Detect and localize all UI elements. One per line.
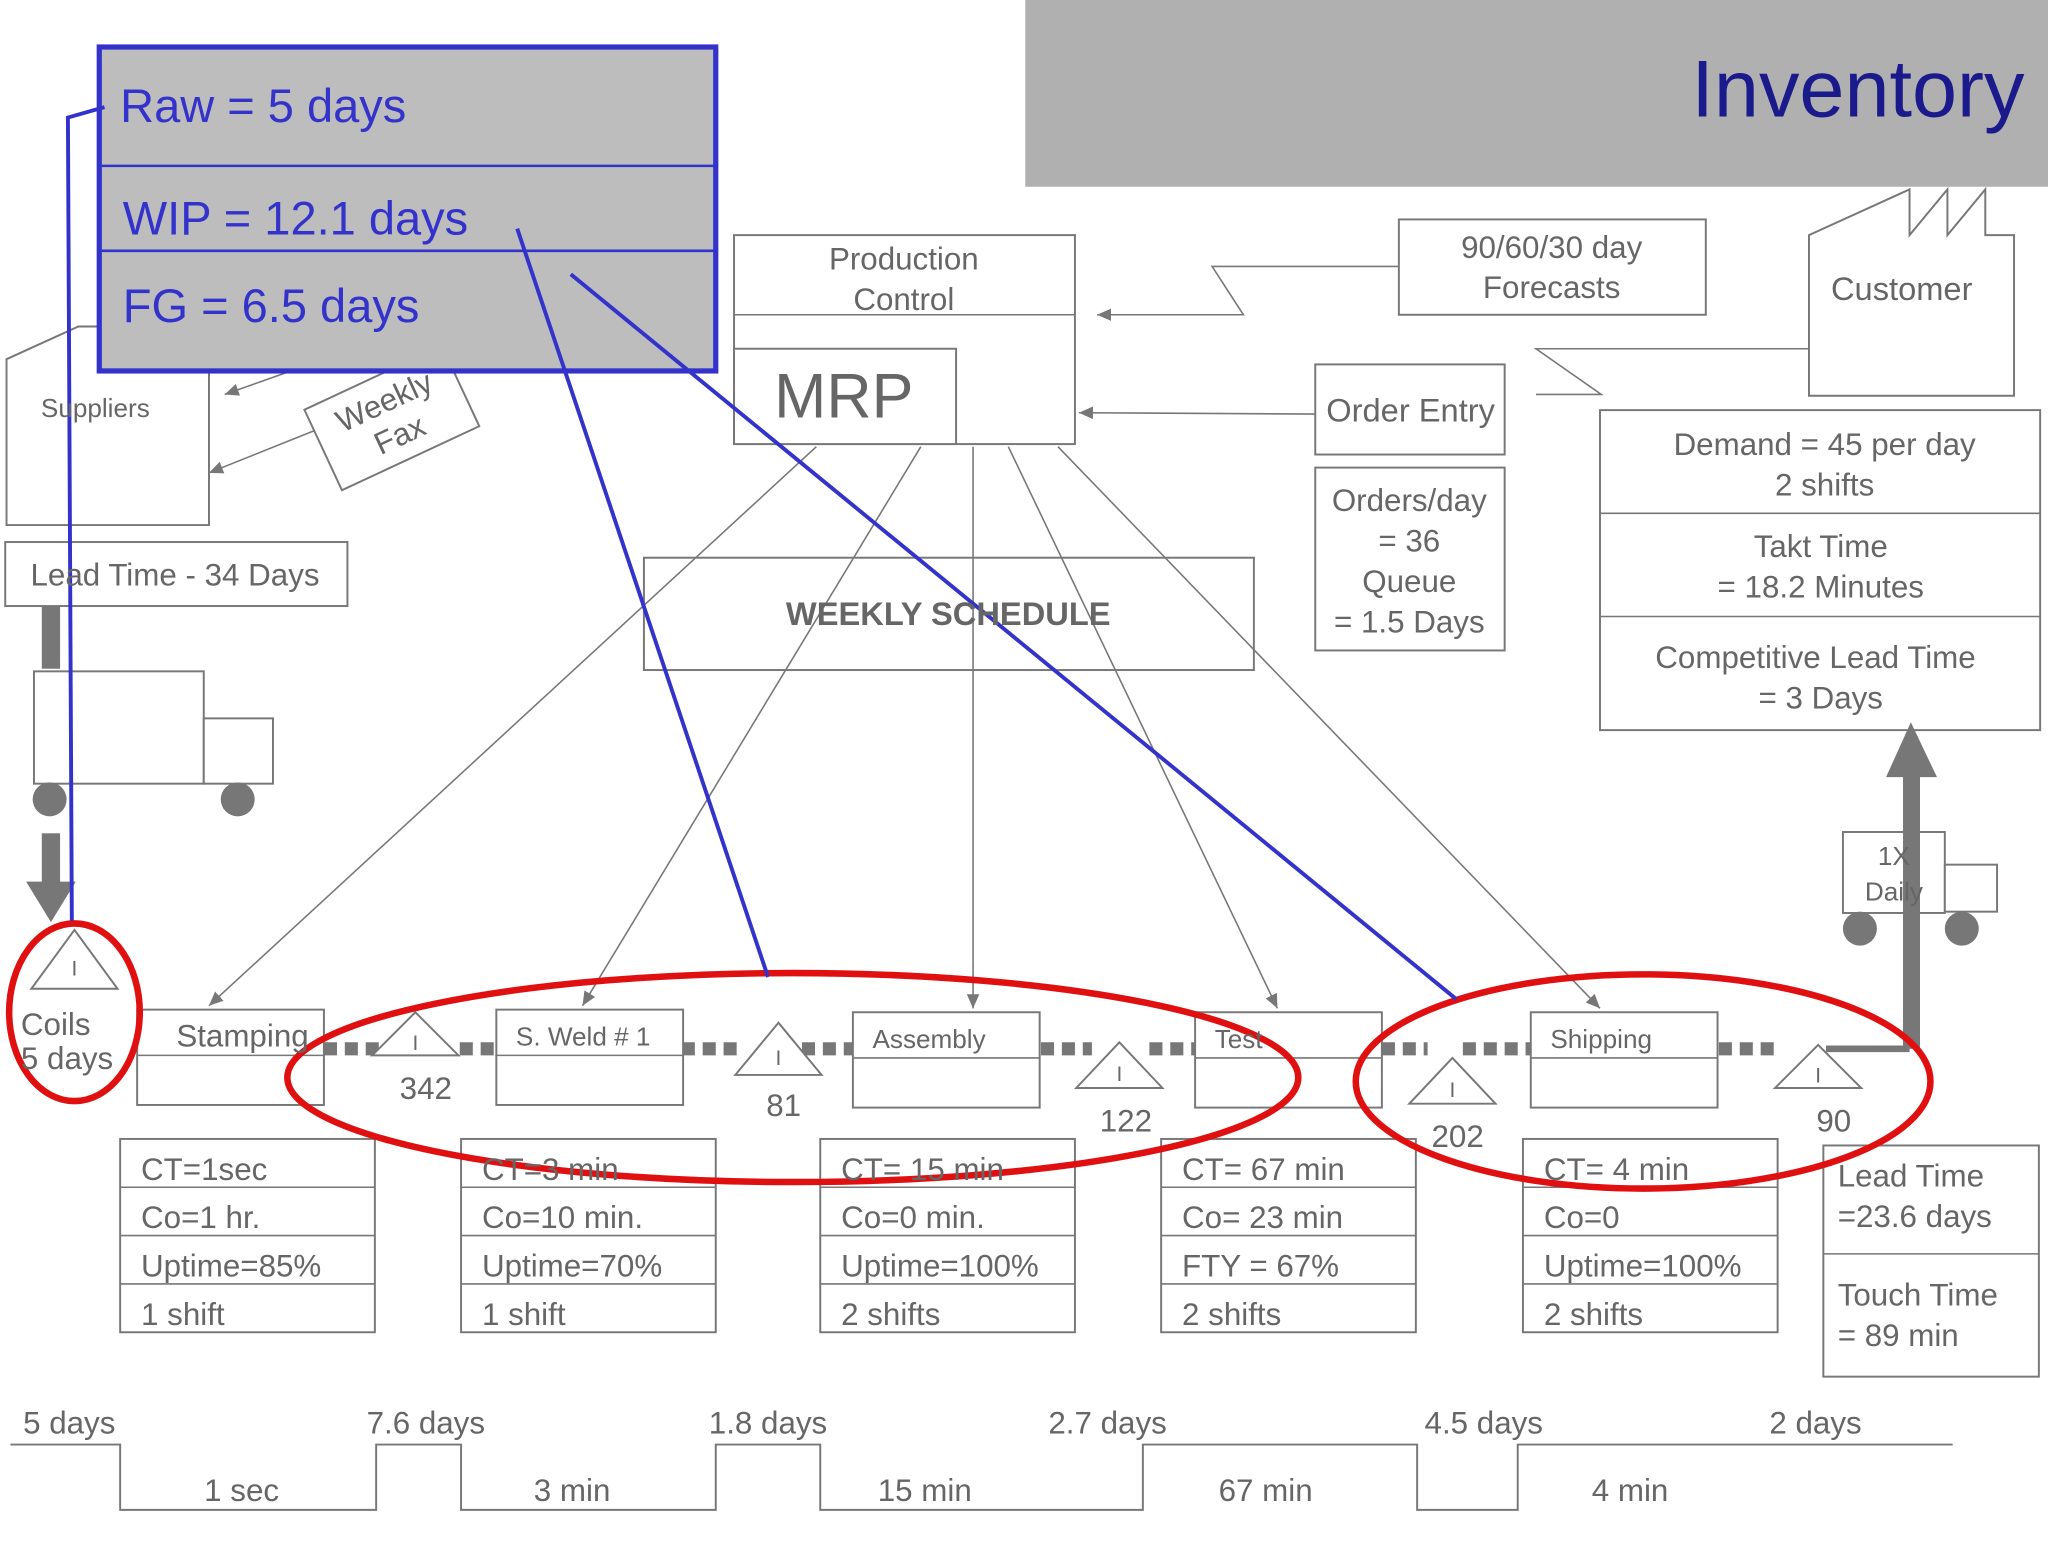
mrp: MRP — [774, 362, 913, 432]
process-metric: Co=0 — [1544, 1200, 1620, 1235]
wait-time: 5 days — [23, 1405, 115, 1440]
coils: Coils — [21, 1007, 91, 1042]
process-name: Shipping — [1550, 1024, 1652, 1054]
production-control: Production — [829, 242, 979, 277]
process-metric: Uptime=100% — [1544, 1249, 1742, 1284]
customer: Customer — [1831, 270, 1973, 307]
inventory-count: 342 — [400, 1071, 452, 1106]
shipment: 1X — [1878, 841, 1910, 871]
order-info: = 1.5 Days — [1334, 605, 1485, 640]
inventory-symbol: I — [776, 1047, 782, 1070]
process-box — [851, 1011, 1041, 1109]
inventory-symbol: I — [1450, 1079, 1456, 1102]
wip-inventory: WIP = 12.1 days — [123, 191, 468, 244]
process-metric: CT=3 min — [482, 1152, 619, 1187]
order-info: Queue — [1362, 564, 1456, 599]
process-metric: Uptime=85% — [141, 1249, 321, 1284]
inventory-count: 202 — [1431, 1119, 1483, 1154]
wait-time: 4.5 days — [1425, 1405, 1543, 1440]
process-name: Stamping — [176, 1019, 308, 1054]
inventory-symbol: I — [1116, 1063, 1122, 1086]
process-name: Assembly — [872, 1024, 985, 1054]
process-metric: Co=1 hr. — [141, 1200, 260, 1235]
order-entry: Order Entry — [1326, 391, 1495, 428]
requirement: = 3 Days — [1758, 680, 1883, 715]
process-metric: CT= 67 min — [1182, 1152, 1345, 1187]
process-box — [1529, 1011, 1719, 1109]
inventory-triangle — [29, 928, 120, 990]
process-metric: CT=1sec — [141, 1152, 267, 1187]
wait-time: 1.8 days — [709, 1405, 827, 1440]
supplier: Suppliers — [41, 393, 150, 423]
inventory-count: 81 — [766, 1088, 801, 1123]
cycle-time: 67 min — [1219, 1473, 1313, 1508]
total-time: Touch Time — [1838, 1277, 1998, 1312]
process-metric: Co= 23 min — [1182, 1200, 1343, 1235]
cycle-time: 3 min — [534, 1473, 611, 1508]
inventory-triangle — [1407, 1056, 1498, 1105]
requirement: Takt Time — [1754, 529, 1888, 564]
process-metric: 2 shifts — [841, 1297, 940, 1332]
inventory-triangle — [369, 1010, 461, 1057]
inventory-triangle — [733, 1021, 824, 1076]
page-title: Inventory — [1691, 45, 2025, 135]
requirement: Competitive Lead Time — [1655, 640, 1975, 675]
process-metric: 1 shift — [482, 1297, 566, 1332]
process-box — [495, 1008, 685, 1106]
process-metric: Co=10 min. — [482, 1200, 643, 1235]
header-band — [1025, 0, 2048, 187]
shapes — [4, 186, 2042, 1511]
wait-time: 2 days — [1769, 1405, 1861, 1440]
supplier-lead-time: Lead Time - 34 Days — [30, 558, 319, 593]
process-name: S. Weld # 1 — [516, 1021, 651, 1051]
process-metric: 2 shifts — [1544, 1297, 1643, 1332]
cycle-time: 4 min — [1592, 1473, 1669, 1508]
order-info: Orders/day — [1332, 483, 1487, 518]
forecasts: 90/60/30 day — [1461, 230, 1642, 265]
inventory-symbol: I — [1815, 1064, 1821, 1087]
total-time: = 89 min — [1838, 1318, 1959, 1353]
labels: Inventory Raw = 5 days WIP = 12.1 days FG =… — [21, 45, 2025, 1508]
process-metric: CT= 15 min — [841, 1152, 1004, 1187]
weekly-schedule: WEEKLY SCHEDULE — [786, 595, 1111, 632]
process-layer — [29, 928, 1910, 1334]
shipment: Daily — [1865, 876, 1923, 906]
total-time: =23.6 days — [1838, 1199, 1992, 1234]
cycle-time: 15 min — [878, 1473, 972, 1508]
inventory-triangle — [1772, 1043, 1864, 1089]
process-metric: CT= 4 min — [1544, 1152, 1689, 1187]
process-metric: Uptime=70% — [482, 1249, 662, 1284]
requirement: 2 shifts — [1775, 467, 1874, 502]
production-control: Control — [853, 282, 954, 317]
raw-inventory: Raw = 5 days — [120, 79, 406, 132]
coils: 5 days — [21, 1041, 113, 1076]
order-info: = 36 — [1378, 524, 1440, 559]
total-time: Lead Time — [1838, 1158, 1984, 1193]
fg-inventory: FG = 6.5 days — [123, 279, 420, 332]
inventory-symbol: I — [72, 957, 78, 980]
process-name: Test — [1215, 1024, 1264, 1054]
inventory-count: 122 — [1100, 1104, 1152, 1139]
forecasts: Forecasts — [1483, 270, 1621, 305]
requirement: Demand = 45 per day — [1674, 427, 1976, 462]
inventory-triangle — [1073, 1040, 1165, 1089]
inventory-symbol: I — [412, 1032, 418, 1055]
highlights — [5, 105, 1934, 1192]
inventory-count: 90 — [1816, 1104, 1851, 1139]
wait-time: 2.7 days — [1048, 1405, 1166, 1440]
process-metric: Co=0 min. — [841, 1200, 985, 1235]
wait-time: 7.6 days — [367, 1405, 485, 1440]
summary-box — [96, 44, 719, 374]
requirement: = 18.2 Minutes — [1718, 569, 1924, 604]
process-metric: FTY = 67% — [1182, 1249, 1339, 1284]
cycle-time: 1 sec — [204, 1473, 279, 1508]
process-metric: 2 shifts — [1182, 1297, 1281, 1332]
process-metric: Uptime=100% — [841, 1249, 1039, 1284]
process-metric: 1 shift — [141, 1297, 225, 1332]
